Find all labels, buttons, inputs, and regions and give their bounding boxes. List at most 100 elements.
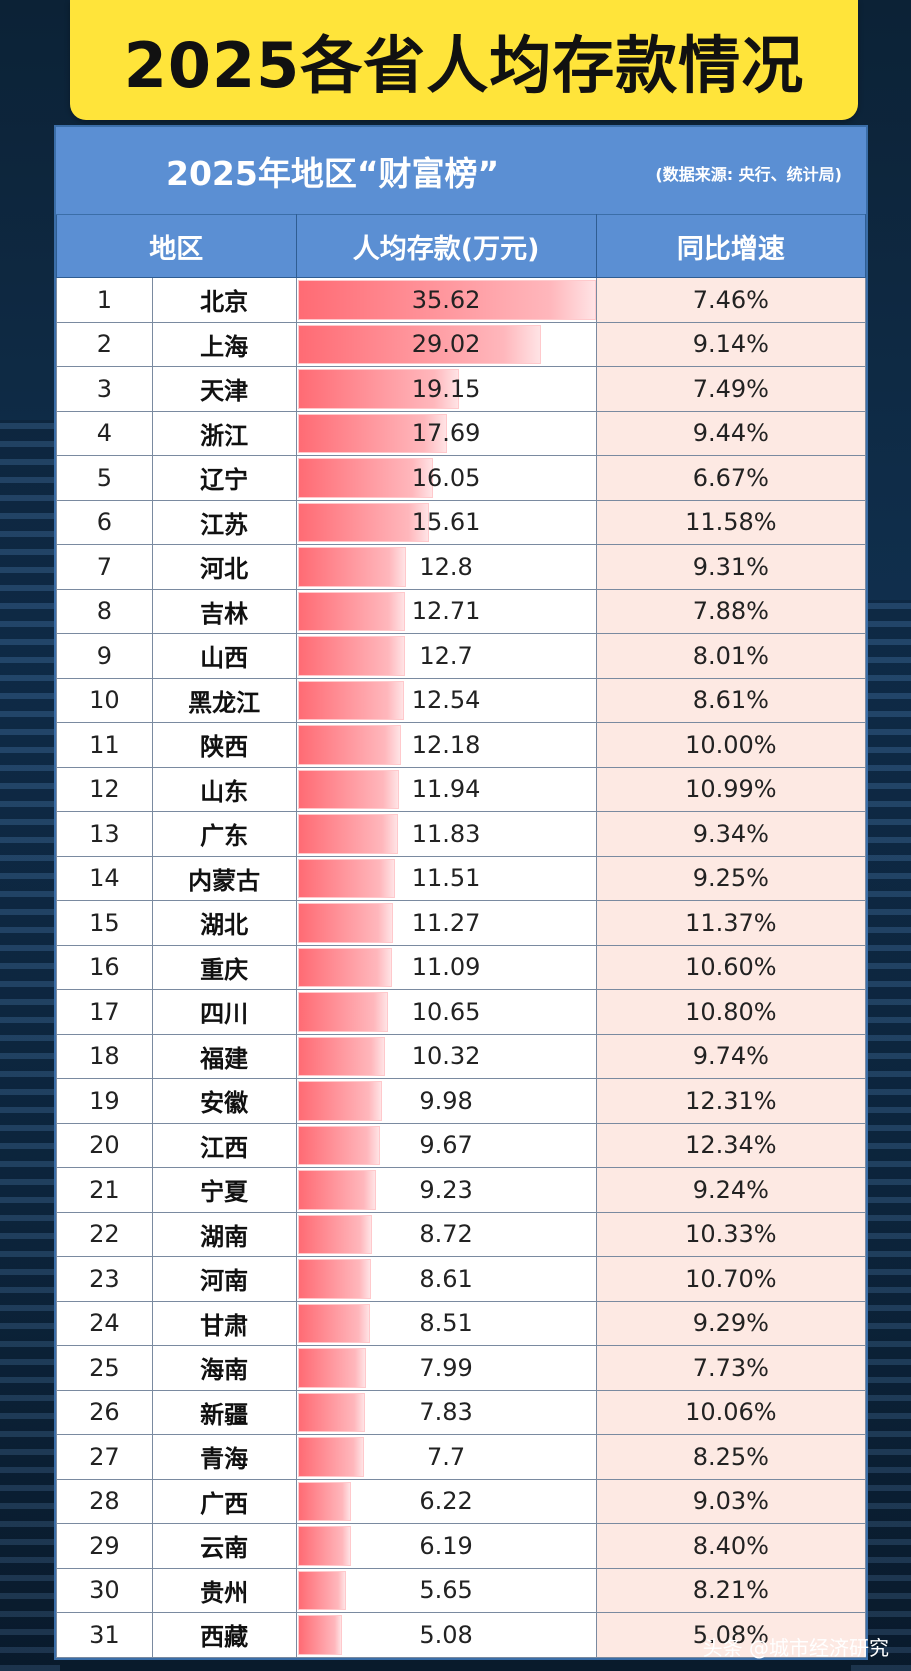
deposit-bar <box>297 680 404 720</box>
deposit-cell: 5.08 <box>295 1612 597 1658</box>
header-region: 地区 <box>56 214 297 278</box>
subtitle-bar: 2025年地区“财富榜” (数据来源: 央行、统计局) <box>56 127 866 214</box>
deposit-cell: 7.99 <box>295 1345 597 1391</box>
deposit-bar <box>297 947 392 987</box>
deposit-value: 8.61 <box>419 1264 473 1293</box>
region-cell: 云南 <box>151 1523 297 1569</box>
deposit-bar <box>297 547 406 587</box>
region-cell: 甘肃 <box>151 1300 297 1346</box>
deposit-bar <box>297 1125 380 1165</box>
deposit-bar <box>297 992 389 1032</box>
table-row: 9 山西 12.7 8.01% <box>56 633 867 679</box>
region-cell: 天津 <box>151 366 297 412</box>
table-row: 27 青海 7.7 8.25% <box>56 1434 867 1480</box>
deposit-cell: 8.72 <box>295 1211 597 1257</box>
deposit-cell: 8.51 <box>295 1300 597 1346</box>
deposit-cell: 11.09 <box>295 944 597 990</box>
deposit-value: 11.94 <box>411 775 481 804</box>
region-cell: 四川 <box>151 989 297 1035</box>
growth-cell: 9.44% <box>595 410 867 456</box>
deposit-cell: 12.71 <box>295 588 597 634</box>
growth-cell: 9.24% <box>595 1167 867 1213</box>
deposit-cell: 12.54 <box>295 677 597 723</box>
table-row: 8 吉林 12.71 7.88% <box>56 588 867 634</box>
growth-cell: 9.74% <box>595 1033 867 1079</box>
table-row: 16 重庆 11.09 10.60% <box>56 944 867 990</box>
deposit-bar <box>297 814 398 854</box>
table-row: 17 四川 10.65 10.80% <box>56 989 867 1035</box>
deposit-value: 7.99 <box>419 1353 473 1382</box>
rank-cell: 25 <box>56 1345 153 1391</box>
growth-cell: 6.67% <box>595 455 867 501</box>
deposit-value: 7.83 <box>419 1398 473 1427</box>
deposit-cell: 6.19 <box>295 1523 597 1569</box>
deposit-bar <box>297 1081 383 1121</box>
deposit-bar <box>297 1170 377 1210</box>
deposit-bar <box>297 1570 347 1610</box>
region-cell: 青海 <box>151 1434 297 1480</box>
rank-cell: 21 <box>56 1167 153 1213</box>
growth-cell: 12.31% <box>595 1078 867 1124</box>
deposit-bar <box>297 369 459 409</box>
deposit-cell: 12.8 <box>295 544 597 590</box>
deposit-value: 11.51 <box>411 864 481 893</box>
deposit-bar <box>297 280 596 320</box>
table-row: 18 福建 10.32 9.74% <box>56 1033 867 1079</box>
deposit-value: 6.19 <box>419 1531 473 1560</box>
deposit-cell: 15.61 <box>295 499 597 545</box>
deposit-cell: 7.7 <box>295 1434 597 1480</box>
deposit-value: 16.05 <box>411 463 481 492</box>
growth-cell: 10.70% <box>595 1256 867 1302</box>
growth-cell: 11.58% <box>595 499 867 545</box>
rank-cell: 18 <box>56 1033 153 1079</box>
deposit-value: 7.7 <box>427 1442 466 1471</box>
growth-cell: 9.31% <box>595 544 867 590</box>
deposit-value: 12.7 <box>419 641 473 670</box>
region-cell: 湖北 <box>151 900 297 946</box>
table-row: 14 内蒙古 11.51 9.25% <box>56 855 867 901</box>
deposit-bar <box>297 1303 371 1343</box>
deposit-cell: 11.94 <box>295 766 597 812</box>
growth-cell: 8.40% <box>595 1523 867 1569</box>
rank-cell: 11 <box>56 722 153 768</box>
rank-cell: 23 <box>56 1256 153 1302</box>
rank-cell: 10 <box>56 677 153 723</box>
growth-cell: 7.88% <box>595 588 867 634</box>
region-cell: 陕西 <box>151 722 297 768</box>
region-cell: 北京 <box>151 277 297 323</box>
deposit-bar <box>297 1437 364 1477</box>
growth-cell: 9.03% <box>595 1478 867 1524</box>
growth-cell: 8.01% <box>595 633 867 679</box>
background-city-left <box>0 420 60 1671</box>
region-cell: 上海 <box>151 321 297 367</box>
deposit-value: 11.83 <box>411 819 481 848</box>
rank-cell: 13 <box>56 811 153 857</box>
table-row: 25 海南 7.99 7.73% <box>56 1345 867 1391</box>
deposit-bar <box>297 903 394 943</box>
deposit-value: 10.65 <box>411 997 481 1026</box>
deposit-bar <box>297 1036 386 1076</box>
deposit-bar <box>297 636 406 676</box>
growth-cell: 10.00% <box>595 722 867 768</box>
deposit-value: 9.23 <box>419 1175 473 1204</box>
deposit-bar <box>297 1259 372 1299</box>
rank-cell: 8 <box>56 588 153 634</box>
deposit-bar <box>297 1526 351 1566</box>
deposit-value: 12.8 <box>419 552 473 581</box>
rank-cell: 17 <box>56 989 153 1035</box>
deposit-cell: 5.65 <box>295 1567 597 1613</box>
table-body: 1 北京 35.62 7.46% 2 上海 29.02 9.14% 3 天津 19.15 7.49% 4… <box>56 277 867 1658</box>
growth-cell: 10.99% <box>595 766 867 812</box>
table-row: 13 广东 11.83 9.34% <box>56 811 867 857</box>
rank-cell: 4 <box>56 410 153 456</box>
region-cell: 浙江 <box>151 410 297 456</box>
table-row: 2 上海 29.02 9.14% <box>56 321 867 367</box>
deposit-cell: 8.61 <box>295 1256 597 1302</box>
table-row: 11 陕西 12.18 10.00% <box>56 722 867 768</box>
data-source: (数据来源: 央行、统计局) <box>655 165 842 184</box>
rank-cell: 31 <box>56 1612 153 1658</box>
table-row: 21 宁夏 9.23 9.24% <box>56 1167 867 1213</box>
deposit-cell: 9.98 <box>295 1078 597 1124</box>
rank-cell: 16 <box>56 944 153 990</box>
deposit-bar <box>297 1615 342 1655</box>
